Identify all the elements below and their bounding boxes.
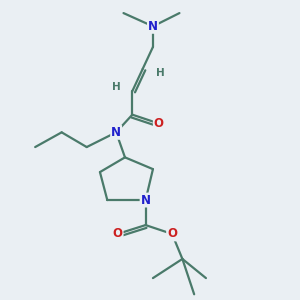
Text: O: O [112,227,123,240]
Text: O: O [167,227,177,240]
Text: N: N [141,194,151,207]
Text: H: H [156,68,165,78]
Text: N: N [111,126,121,139]
Text: O: O [154,117,164,130]
Text: N: N [148,20,158,33]
Text: H: H [112,82,121,92]
